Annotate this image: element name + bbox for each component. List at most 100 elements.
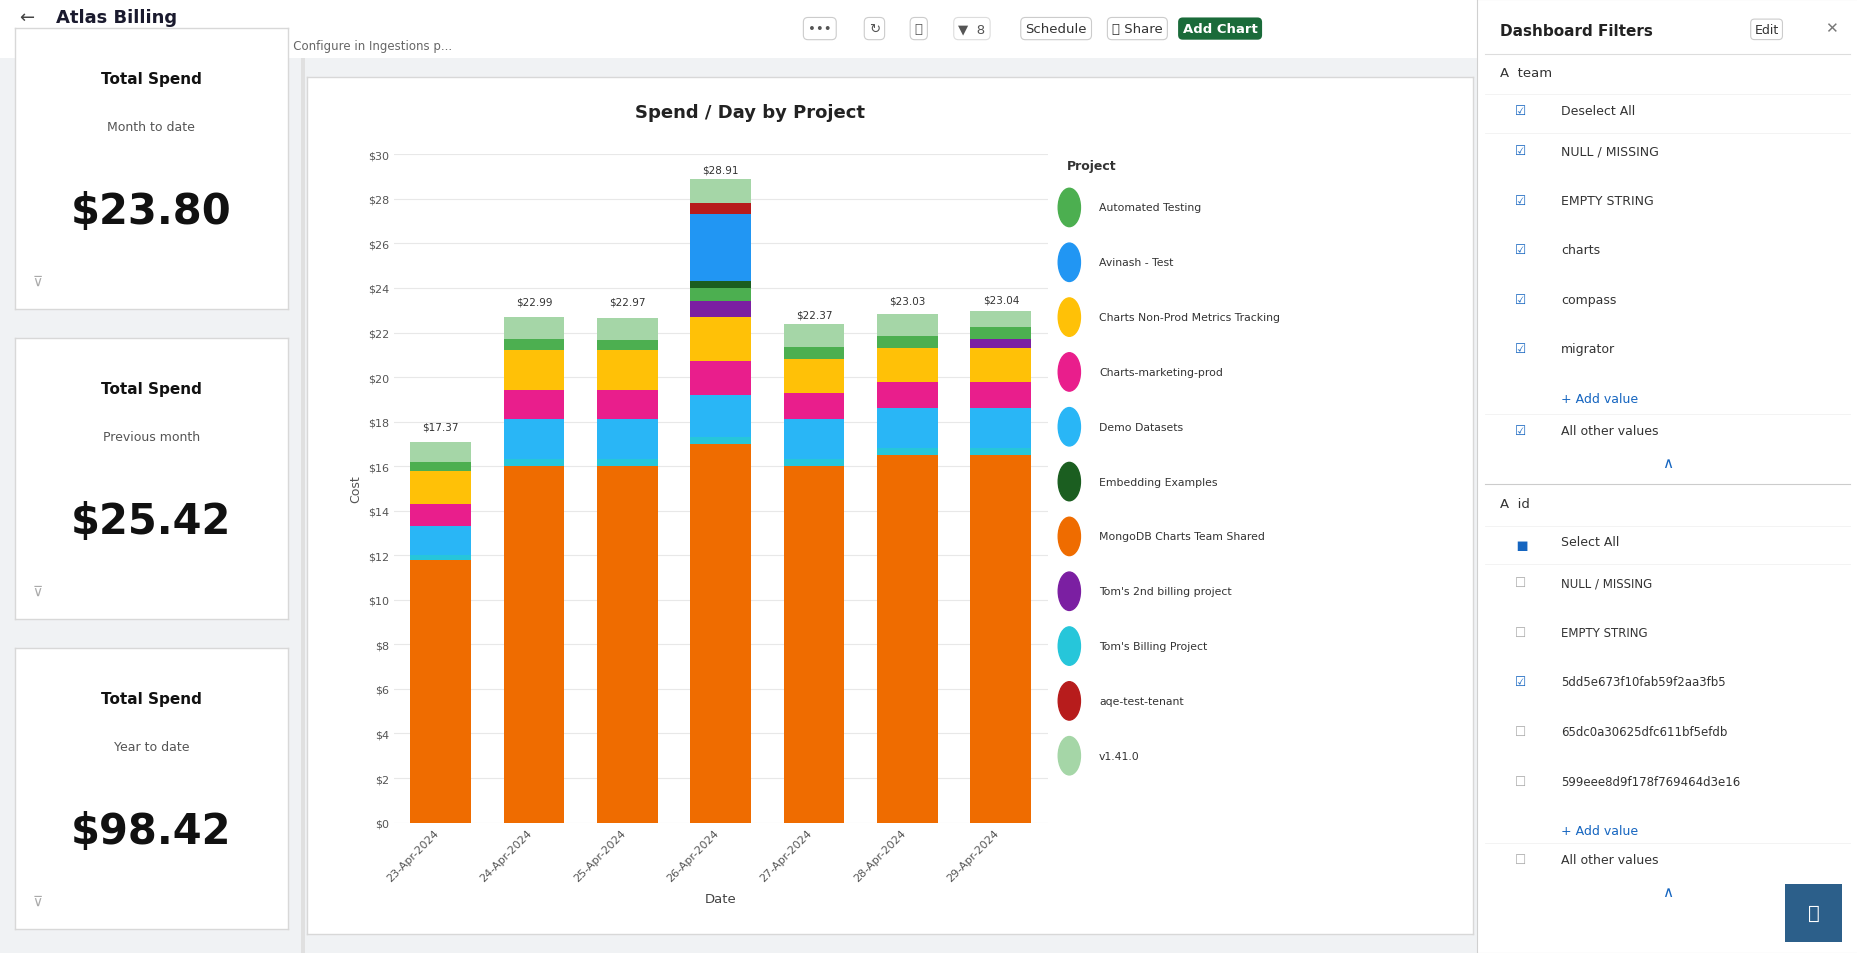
Text: 💬: 💬 <box>1807 903 1818 923</box>
Text: + Add value: + Add value <box>1560 824 1638 838</box>
Text: EMPTY STRING: EMPTY STRING <box>1560 626 1647 639</box>
Text: NULL / MISSING: NULL / MISSING <box>1560 577 1651 590</box>
Text: ⊽: ⊽ <box>33 894 43 908</box>
Bar <box>969 456 1031 822</box>
Circle shape <box>1058 463 1081 501</box>
Bar <box>596 420 657 460</box>
Text: + Add value: + Add value <box>1560 393 1638 406</box>
Text: A  id: A id <box>1499 497 1528 511</box>
Circle shape <box>1058 354 1081 392</box>
Bar <box>596 351 657 391</box>
Text: ☑: ☑ <box>1515 424 1526 437</box>
Text: Edit: Edit <box>1753 24 1777 37</box>
Circle shape <box>1058 737 1081 775</box>
Text: ☑: ☑ <box>1515 676 1526 689</box>
Text: charts: charts <box>1560 244 1599 257</box>
Circle shape <box>1058 408 1081 446</box>
Bar <box>784 347 845 360</box>
Bar <box>596 391 657 420</box>
Bar <box>410 463 472 471</box>
Bar <box>784 467 845 822</box>
Text: 5dd5e673f10fab59f2aa3fb5: 5dd5e673f10fab59f2aa3fb5 <box>1560 676 1725 689</box>
Bar <box>969 409 1031 449</box>
Text: 599eee8d9f178f769464d3e16: 599eee8d9f178f769464d3e16 <box>1560 775 1740 788</box>
Circle shape <box>1058 682 1081 720</box>
Text: migrator: migrator <box>1560 343 1614 356</box>
Bar <box>410 443 472 463</box>
Bar <box>691 302 750 317</box>
Text: ☑: ☑ <box>1515 105 1526 118</box>
Circle shape <box>1058 627 1081 665</box>
Text: Project: Project <box>1066 160 1116 173</box>
Text: Total Spend: Total Spend <box>100 71 202 87</box>
Text: Previous month: Previous month <box>102 430 201 443</box>
Text: ✕: ✕ <box>1824 21 1837 36</box>
Text: Dashboard Filters: Dashboard Filters <box>1499 24 1653 39</box>
Text: ☐: ☐ <box>1515 725 1526 739</box>
Text: •••: ••• <box>808 23 832 36</box>
Text: ☐: ☐ <box>1515 577 1526 590</box>
Text: ☑: ☑ <box>1515 145 1526 158</box>
Bar <box>691 289 750 302</box>
Y-axis label: Cost: Cost <box>349 475 362 503</box>
Bar <box>503 340 565 351</box>
Text: ∧: ∧ <box>1662 884 1671 900</box>
Text: MongoDB Charts Team Shared: MongoDB Charts Team Shared <box>1099 532 1265 542</box>
Text: $25.42: $25.42 <box>71 500 232 542</box>
Text: Year to date: Year to date <box>113 740 189 753</box>
Bar <box>877 409 938 449</box>
Text: Automated Testing: Automated Testing <box>1099 203 1201 213</box>
Text: v1.41.0: v1.41.0 <box>1099 751 1138 760</box>
Text: ☐: ☐ <box>1515 853 1526 866</box>
Text: Last 7 days: Last 7 days <box>711 155 787 168</box>
Text: 65dc0a30625dfc611bf5efdb: 65dc0a30625dfc611bf5efdb <box>1560 725 1727 739</box>
Bar <box>503 420 565 460</box>
Bar <box>969 382 1031 409</box>
Text: Schedule: Schedule <box>1025 23 1086 36</box>
Bar <box>410 527 472 556</box>
Bar <box>596 460 657 467</box>
Bar <box>691 395 750 437</box>
Text: $23.03: $23.03 <box>890 295 925 306</box>
Text: Embedding Examples: Embedding Examples <box>1099 477 1216 487</box>
Bar <box>877 337 938 349</box>
Bar <box>969 339 1031 349</box>
Text: NULL / MISSING: NULL / MISSING <box>1560 145 1658 158</box>
Text: ▼  8: ▼ 8 <box>958 23 984 36</box>
Text: All other values: All other values <box>1560 424 1658 437</box>
Bar <box>691 437 750 444</box>
Text: ▪: ▪ <box>1515 536 1528 555</box>
Bar <box>503 317 565 340</box>
Bar <box>691 317 750 362</box>
Bar <box>969 449 1031 456</box>
Text: aqe-test-tenant: aqe-test-tenant <box>1099 697 1183 706</box>
Bar <box>691 362 750 395</box>
Circle shape <box>1058 189 1081 228</box>
Text: ☐: ☐ <box>1515 626 1526 639</box>
Text: Deselect All: Deselect All <box>1560 105 1634 118</box>
Text: 🔒 Share: 🔒 Share <box>1110 23 1162 36</box>
Text: $28.91: $28.91 <box>702 165 739 175</box>
Bar <box>410 504 472 527</box>
Text: $22.37: $22.37 <box>795 311 832 320</box>
Bar <box>503 460 565 467</box>
Bar <box>596 467 657 822</box>
Text: Total Spend: Total Spend <box>100 691 202 706</box>
Text: Demo Datasets: Demo Datasets <box>1099 422 1183 433</box>
Bar <box>596 318 657 340</box>
Bar <box>503 391 565 420</box>
Bar <box>410 560 472 822</box>
Bar <box>784 325 845 347</box>
Text: Organization billing data updated daily. Configure in Ingestions p...: Organization billing data updated daily.… <box>56 40 451 52</box>
Text: $23.04: $23.04 <box>982 295 1018 306</box>
Bar <box>969 312 1031 327</box>
Bar <box>784 460 845 467</box>
Text: Select All: Select All <box>1560 536 1619 549</box>
Text: $98.42: $98.42 <box>71 810 232 852</box>
Bar <box>877 382 938 409</box>
Text: A  team: A team <box>1499 67 1551 80</box>
Text: Charts Non-Prod Metrics Tracking: Charts Non-Prod Metrics Tracking <box>1099 313 1279 323</box>
Text: Total Spend: Total Spend <box>100 381 202 396</box>
Text: All other values: All other values <box>1560 853 1658 866</box>
Text: $22.97: $22.97 <box>609 297 646 307</box>
